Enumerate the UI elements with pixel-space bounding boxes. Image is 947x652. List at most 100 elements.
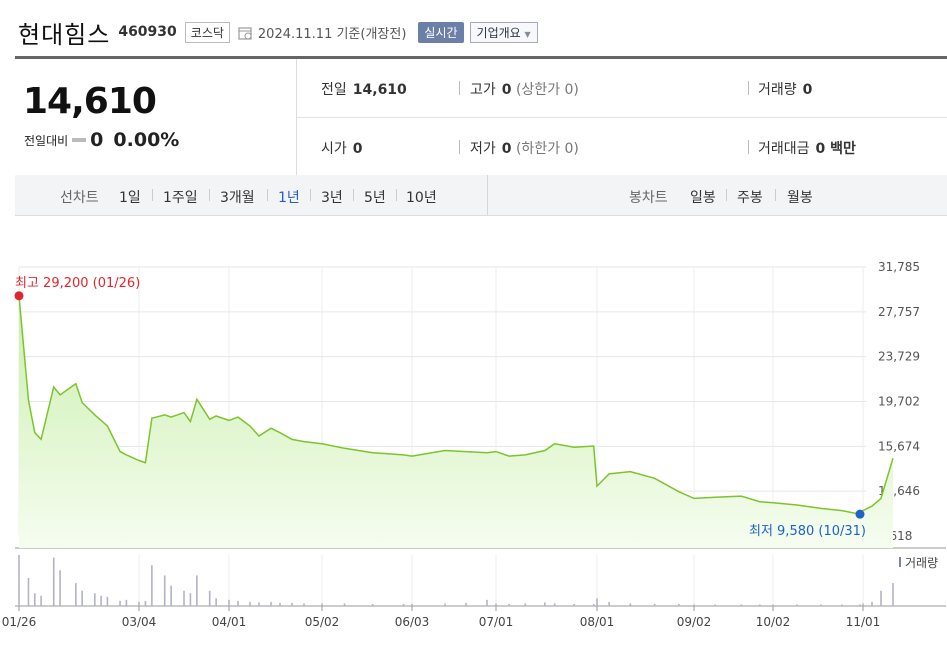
volume-bar — [841, 604, 843, 606]
volume-bar — [106, 596, 109, 606]
x-tick-label: 06/03 — [395, 615, 430, 629]
volume-bar — [228, 599, 230, 606]
volume-bar — [151, 565, 153, 606]
volume-bar — [444, 603, 446, 606]
y-tick-label: 23,729 — [878, 350, 920, 364]
high-marker — [14, 291, 24, 301]
volume-bar — [279, 602, 281, 606]
volume-bar — [596, 598, 598, 606]
no-change-icon — [72, 138, 87, 142]
volume-bar — [759, 604, 761, 606]
volume-bar — [740, 604, 743, 606]
stock-header: 현대힘스 460930 코스닥 2024.11.11 기준(개장전) 실시간 기… — [18, 14, 538, 50]
volume-bar — [125, 599, 128, 606]
tab-1y[interactable]: 1년 — [278, 190, 300, 206]
volume-bar — [81, 590, 83, 606]
divider — [726, 189, 727, 201]
x-tick-label: 04/01 — [212, 615, 247, 629]
volume-bar — [820, 604, 822, 606]
tab-weekly[interactable]: 주봉 — [737, 190, 763, 206]
volume-bar — [183, 590, 185, 606]
volume-bar — [59, 570, 61, 606]
tab-3m[interactable]: 3개월 — [220, 190, 255, 206]
volume-bar — [52, 557, 55, 606]
volume-bar — [880, 590, 882, 606]
volume-bar — [93, 593, 96, 606]
volume-bar — [772, 604, 774, 606]
volume-bar — [653, 603, 656, 606]
low-price: 저가 0 (하한가 0) — [470, 138, 579, 158]
volume-bar — [208, 590, 211, 606]
volume-bar — [486, 599, 488, 606]
volume-bar — [608, 601, 610, 606]
divider — [310, 189, 311, 201]
volume-bar — [215, 598, 217, 606]
change-percent: 0.00% — [113, 129, 180, 151]
divider — [396, 189, 397, 201]
divider — [775, 189, 776, 201]
volume-bar — [303, 603, 305, 606]
x-tick-label: 09/02 — [677, 615, 712, 629]
realtime-button[interactable]: 실시간 — [418, 21, 464, 43]
volume-label: 거래량 — [758, 82, 797, 98]
trade-amount: 거래대금 0 백만 — [758, 138, 856, 158]
volume-bar — [75, 583, 77, 606]
volume-bar — [119, 600, 121, 606]
high-price: 고가 0 (상한가 0) — [470, 79, 579, 99]
volume-bar — [411, 603, 413, 606]
low-label: 최저 9,580 (10/31) — [749, 524, 866, 539]
tab-10y[interactable]: 10년 — [406, 190, 437, 206]
volume-bar — [291, 602, 293, 606]
divider — [748, 81, 749, 95]
amount-label: 거래대금 — [758, 141, 810, 157]
lower-limit: (하한가 0) — [515, 141, 579, 157]
volume-bar — [524, 603, 527, 606]
company-info-dropdown[interactable]: 기업개요 ▼ — [469, 21, 538, 43]
high-value: 0 — [501, 82, 512, 98]
divider — [459, 140, 460, 154]
volume-bar — [465, 602, 467, 606]
open-label: 시가 — [321, 141, 347, 157]
volume-bar — [796, 604, 798, 606]
volume-bar — [33, 593, 36, 606]
volume-bar — [508, 603, 510, 606]
tab-1w[interactable]: 1주일 — [163, 190, 198, 206]
volume-info: 거래량 0 — [758, 79, 812, 99]
upper-limit: (상한가 0) — [515, 82, 579, 98]
current-price: 14,610 — [23, 81, 157, 122]
volume-bar — [138, 601, 140, 606]
y-tick-label: 15,674 — [878, 439, 920, 453]
tab-1d[interactable]: 1일 — [119, 190, 141, 206]
tab-monthly[interactable]: 월봉 — [787, 190, 813, 206]
volume-bar — [553, 603, 556, 606]
high-label: 최고 29,200 (01/26) — [15, 276, 140, 291]
volume-bar — [249, 601, 251, 606]
volume-bar — [871, 601, 873, 606]
y-tick-label: 19,702 — [878, 395, 920, 409]
volume-bar — [170, 585, 172, 606]
row-divider — [297, 117, 947, 118]
volume-bar — [592, 603, 595, 606]
low-label: 저가 — [470, 141, 496, 157]
open-price: 시가 0 — [321, 138, 363, 158]
volume-bar — [163, 575, 166, 606]
tab-3y[interactable]: 3년 — [321, 190, 343, 206]
high-label: 고가 — [470, 82, 496, 98]
volume-bar — [258, 602, 260, 606]
volume-legend: 거래량 — [905, 556, 938, 570]
x-tick-label: 08/01 — [580, 615, 615, 629]
reference-date: 2024.11.11 기준(개장전) — [257, 26, 407, 42]
company-info-label: 기업개요 — [476, 25, 521, 40]
volume-bar — [678, 603, 680, 606]
x-tick-label: 10/02 — [756, 615, 791, 629]
divider — [267, 189, 268, 201]
price-chart: 31,78527,75723,72919,70215,67411,6467,61… — [2, 260, 946, 629]
volume-bar — [629, 603, 632, 606]
volume-bar — [862, 603, 864, 606]
volume-bar — [144, 600, 147, 606]
candle-chart-label: 봉차트 — [629, 190, 668, 206]
tab-5y[interactable]: 5년 — [364, 190, 386, 206]
tab-daily[interactable]: 일봉 — [690, 190, 716, 206]
y-tick-label: 27,757 — [878, 305, 920, 319]
volume-bar — [237, 600, 239, 606]
